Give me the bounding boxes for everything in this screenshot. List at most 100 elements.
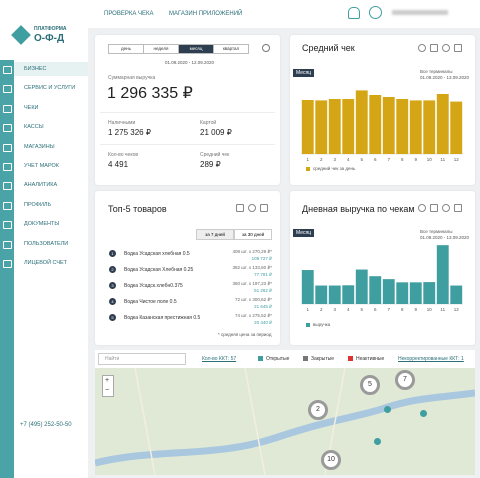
period-button[interactable]: день [108, 44, 144, 54]
filter-label[interactable]: Неактивные [356, 356, 385, 362]
period-button[interactable]: неделя [143, 44, 179, 54]
map-marker[interactable] [374, 438, 381, 445]
tool-icon[interactable] [430, 44, 438, 52]
period-button[interactable]: месяц [178, 44, 214, 54]
menu-item[interactable]: КАССЫ [24, 124, 44, 131]
bar [396, 282, 409, 304]
product-qty: 360 шт. x 197,23 ₽* [232, 281, 272, 286]
tab[interactable]: за 7 дней [196, 229, 234, 240]
menu-item[interactable]: ПОЛЬЗОВАТЕЛИ [24, 240, 69, 247]
logo-top: ПЛАТФОРМА [34, 26, 67, 32]
product-sum: 21 645 ₽ [254, 304, 272, 309]
cluster[interactable]: 10 [321, 450, 341, 470]
tool-icon[interactable] [442, 204, 450, 212]
search-box[interactable]: Найти [98, 353, 186, 365]
date-range: 01.09.2020 - 13.09.2020 [420, 75, 470, 80]
tool-icon[interactable] [430, 204, 438, 212]
menu-icon [3, 104, 12, 113]
product-name: Водка Казанская престижная 0.5 [124, 315, 201, 321]
bar [409, 100, 422, 154]
menu-icon [3, 85, 12, 94]
cluster[interactable]: 5 [360, 375, 380, 395]
menu-item[interactable]: АНАЛИТИКА [24, 182, 58, 189]
x-tick-label: 4 [347, 307, 350, 312]
x-tick-label: 7 [387, 307, 390, 312]
filter-label[interactable]: Открытые [266, 356, 290, 362]
tool-icon[interactable] [260, 204, 268, 212]
tool-icon[interactable] [442, 44, 450, 52]
tool-icon[interactable] [236, 204, 244, 212]
filter-label[interactable]: Закрытые [311, 356, 335, 362]
zoom-button[interactable]: − [104, 387, 110, 394]
menu-icon [3, 66, 12, 74]
rank-badge: 5 [109, 314, 116, 321]
menu-item[interactable]: ЧЕКИ [24, 104, 39, 111]
tool-icon[interactable] [248, 204, 256, 212]
x-tick-label: 8 [401, 157, 404, 162]
x-tick-label: 6 [374, 157, 377, 162]
tab[interactable]: за 30 дней [234, 229, 272, 240]
map-marker[interactable] [384, 406, 391, 413]
date-range: 01.09.2020 - 12.09.2020 [165, 60, 215, 65]
rank-badge: 4 [109, 298, 116, 305]
menu-item[interactable]: СЕРВИС И УСЛУГИ [24, 85, 76, 92]
card-title: Дневная выручка по чекам [302, 204, 415, 214]
top-link[interactable]: ПРОВЕРКА ЧЕКА [104, 11, 154, 17]
menu-item[interactable]: ПРОФИЛЬ [24, 201, 52, 208]
product-qty: 382 шт. x 133,60 ₽* [232, 265, 272, 270]
bar [328, 99, 341, 154]
menu-item[interactable]: ЛИЦЕВОЙ СЧЕТ [24, 260, 68, 266]
tool-icon[interactable] [454, 204, 462, 212]
legend: средний чек за день [313, 166, 356, 171]
x-tick-label: 1 [306, 307, 309, 312]
menu-item[interactable]: БИЗНЕС [24, 66, 47, 72]
period-button[interactable]: квартал [213, 44, 249, 54]
zoom-button[interactable]: + [104, 377, 110, 384]
uncorrected[interactable]: Некорректированные ККТ: 1 [398, 356, 464, 362]
cluster[interactable]: 2 [308, 400, 328, 420]
top-link[interactable]: МАГАЗИН ПРИЛОЖЕНИЙ [169, 11, 243, 17]
filter-checkbox[interactable] [348, 356, 353, 361]
menu-icon [3, 260, 12, 268]
product-name: Водка Усадск.хлебн0.375 [124, 283, 183, 289]
product-sum: 51 282 ₽ [254, 288, 272, 293]
road [134, 368, 346, 475]
x-tick-label: 12 [454, 307, 460, 312]
bar [436, 245, 449, 304]
sidebar [0, 0, 88, 478]
tool-icon[interactable] [454, 44, 462, 52]
legend: выручка [313, 322, 331, 327]
x-tick-label: 5 [360, 157, 363, 162]
bell-icon[interactable] [348, 7, 360, 19]
map-marker[interactable] [420, 410, 427, 417]
menu-icon [3, 221, 12, 230]
product-name: Водка Чистое поле 0.5 [124, 299, 177, 305]
product-sum: 109 727 ₽ [251, 256, 272, 261]
kkt-count[interactable]: Кол-во ККТ: 57 [202, 356, 237, 362]
product-sum: 20 440 ₽ [254, 320, 272, 325]
x-tick-label: 11 [440, 307, 445, 312]
menu-active [14, 62, 88, 76]
x-tick-label: 9 [414, 157, 417, 162]
filter-checkbox[interactable] [303, 356, 308, 361]
tool-icon[interactable] [418, 44, 426, 52]
note: * средняя цена за период [218, 332, 272, 337]
period-tag: Месяц [293, 229, 315, 237]
map-terrain [95, 368, 475, 475]
cluster[interactable]: 7 [395, 370, 415, 390]
stat-value: 21 009 ₽ [200, 128, 232, 137]
stat-value: 289 ₽ [200, 160, 221, 169]
terminals: Все терминалы [420, 229, 453, 234]
menu-item[interactable]: ДОКУМЕНТЫ [24, 221, 60, 228]
filter-checkbox[interactable] [258, 356, 263, 361]
rank-badge: 1 [109, 250, 116, 257]
revenue-card [95, 35, 280, 185]
map-toolbar [95, 350, 475, 368]
x-tick-label: 11 [440, 157, 445, 162]
menu-item[interactable]: УЧЕТ МАРОК [24, 163, 59, 169]
user-icon[interactable] [369, 6, 382, 19]
menu-item[interactable]: МАГАЗИНЫ [24, 143, 55, 150]
tool-icon[interactable] [418, 204, 426, 212]
bar [369, 276, 382, 304]
